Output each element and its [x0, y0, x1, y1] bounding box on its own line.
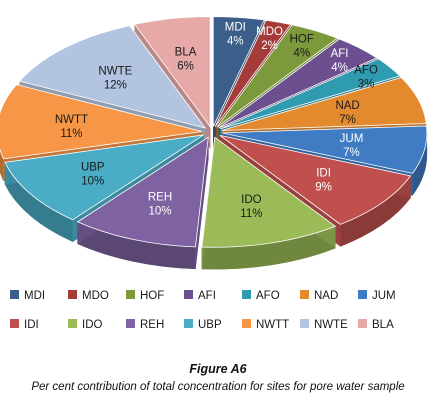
slice-value-label: 11% [60, 128, 82, 140]
slice-afi [218, 38, 378, 129]
legend-label: AFI [198, 290, 216, 302]
legend-item-nwtt: NWTT [242, 319, 289, 331]
legend-swatch [68, 319, 77, 328]
slice-value-label: 4% [331, 62, 348, 74]
legend-label: IDI [24, 319, 39, 331]
slice-name-label: JUM [340, 133, 364, 145]
legend-item-ubp: UBP [184, 319, 222, 331]
legend-swatch [242, 290, 251, 299]
legend-item-jum: JUM [358, 290, 396, 302]
legend-swatch [184, 290, 193, 299]
legend-item-afi: AFI [184, 290, 216, 302]
legend-label: MDO [82, 290, 109, 302]
legend-item-bla: BLA [358, 319, 394, 331]
legend-label: AFO [256, 290, 280, 302]
slice-value-label: 7% [339, 114, 356, 126]
slice-idi [219, 134, 412, 225]
legend-item-mdi: MDI [10, 290, 45, 302]
legend-swatch [358, 319, 367, 328]
slice-name-label: REH [148, 192, 172, 204]
slice-value-label: 10% [81, 176, 104, 188]
slice-name-label: NWTT [55, 114, 88, 126]
slice-value-label: 11% [240, 208, 262, 220]
legend-label: NAD [314, 290, 338, 302]
slice-value-label: 4% [227, 36, 244, 48]
slice-nwtt [0, 84, 203, 160]
slice-nwte [18, 25, 207, 129]
legend-item-reh: REH [126, 319, 164, 331]
slice-name-label: NWTE [98, 66, 132, 78]
slice-name-label: MDI [225, 22, 246, 34]
legend-swatch [68, 290, 77, 299]
legend-label: JUM [372, 290, 396, 302]
slice-value-label: 6% [177, 60, 194, 72]
slice-name-label: UBP [81, 162, 105, 174]
slice-value-label: 10% [149, 206, 172, 218]
slice-ido [201, 136, 337, 248]
slice-value-label: 3% [358, 79, 375, 91]
slice-name-label: HOF [290, 33, 314, 45]
legend-item-nwte: NWTE [300, 319, 348, 331]
slice-labels: MDI 4% MDO 2% HOF 4% AFI 4% AFO 3% NAD 7% JUM 7% IDI 9%… [55, 22, 378, 220]
slice-mdo [214, 19, 292, 128]
slice-name-label: BLA [175, 46, 197, 58]
slice-name-label: IDO [241, 194, 262, 206]
slice-value-label: 2% [261, 40, 278, 52]
legend-label: REH [140, 319, 164, 331]
slice-afo [220, 58, 401, 130]
legend-swatch [10, 290, 19, 299]
legend-item-ido: IDO [68, 319, 103, 331]
slice-name-label: MDO [256, 26, 283, 38]
slice-name-label: IDI [316, 168, 331, 180]
legend-swatch [242, 319, 251, 328]
slice-nad [221, 77, 427, 131]
slice-name-label: AFI [331, 48, 349, 60]
legend: MDI MDO HOF AFI AFO NAD JUM IDI IDO REH UBP NWTT NWT… [10, 290, 396, 331]
slice-reh [76, 136, 209, 248]
legend-item-nad: NAD [300, 290, 338, 302]
legend-item-afo: AFO [242, 290, 280, 302]
legend-item-idi: IDI [10, 319, 39, 331]
legend-swatch [300, 290, 309, 299]
slice-name-label: AFO [354, 65, 378, 77]
legend-swatch [126, 319, 135, 328]
figure-title: Figure A6 [189, 362, 247, 376]
legend-swatch [300, 319, 309, 328]
legend-swatch [358, 290, 367, 299]
legend-label: BLA [372, 319, 394, 331]
slice-hof [216, 24, 339, 128]
slice-ubp [4, 134, 204, 221]
figure-caption: Per cent contribution of total concentra… [31, 381, 405, 393]
slice-jum [221, 125, 428, 174]
slice-value-label: 12% [104, 80, 127, 92]
legend-swatch [126, 290, 135, 299]
slice-value-label: 7% [343, 147, 360, 159]
legend-item-hof: HOF [126, 290, 164, 302]
legend-label: HOF [140, 290, 164, 302]
slice-value-label: 9% [315, 182, 332, 194]
pie-slices [0, 16, 428, 270]
slice-name-label: NAD [335, 100, 359, 112]
legend-label: NWTT [256, 319, 289, 331]
legend-item-mdo: MDO [68, 290, 109, 302]
legend-label: NWTE [314, 319, 348, 331]
legend-label: IDO [82, 319, 103, 331]
legend-label: MDI [24, 290, 45, 302]
legend-swatch [184, 319, 193, 328]
slice-mdi [212, 16, 265, 127]
slice-value-label: 4% [293, 47, 310, 59]
legend-label: UBP [198, 319, 222, 331]
slice-bla [133, 16, 211, 128]
legend-swatch [10, 319, 19, 328]
